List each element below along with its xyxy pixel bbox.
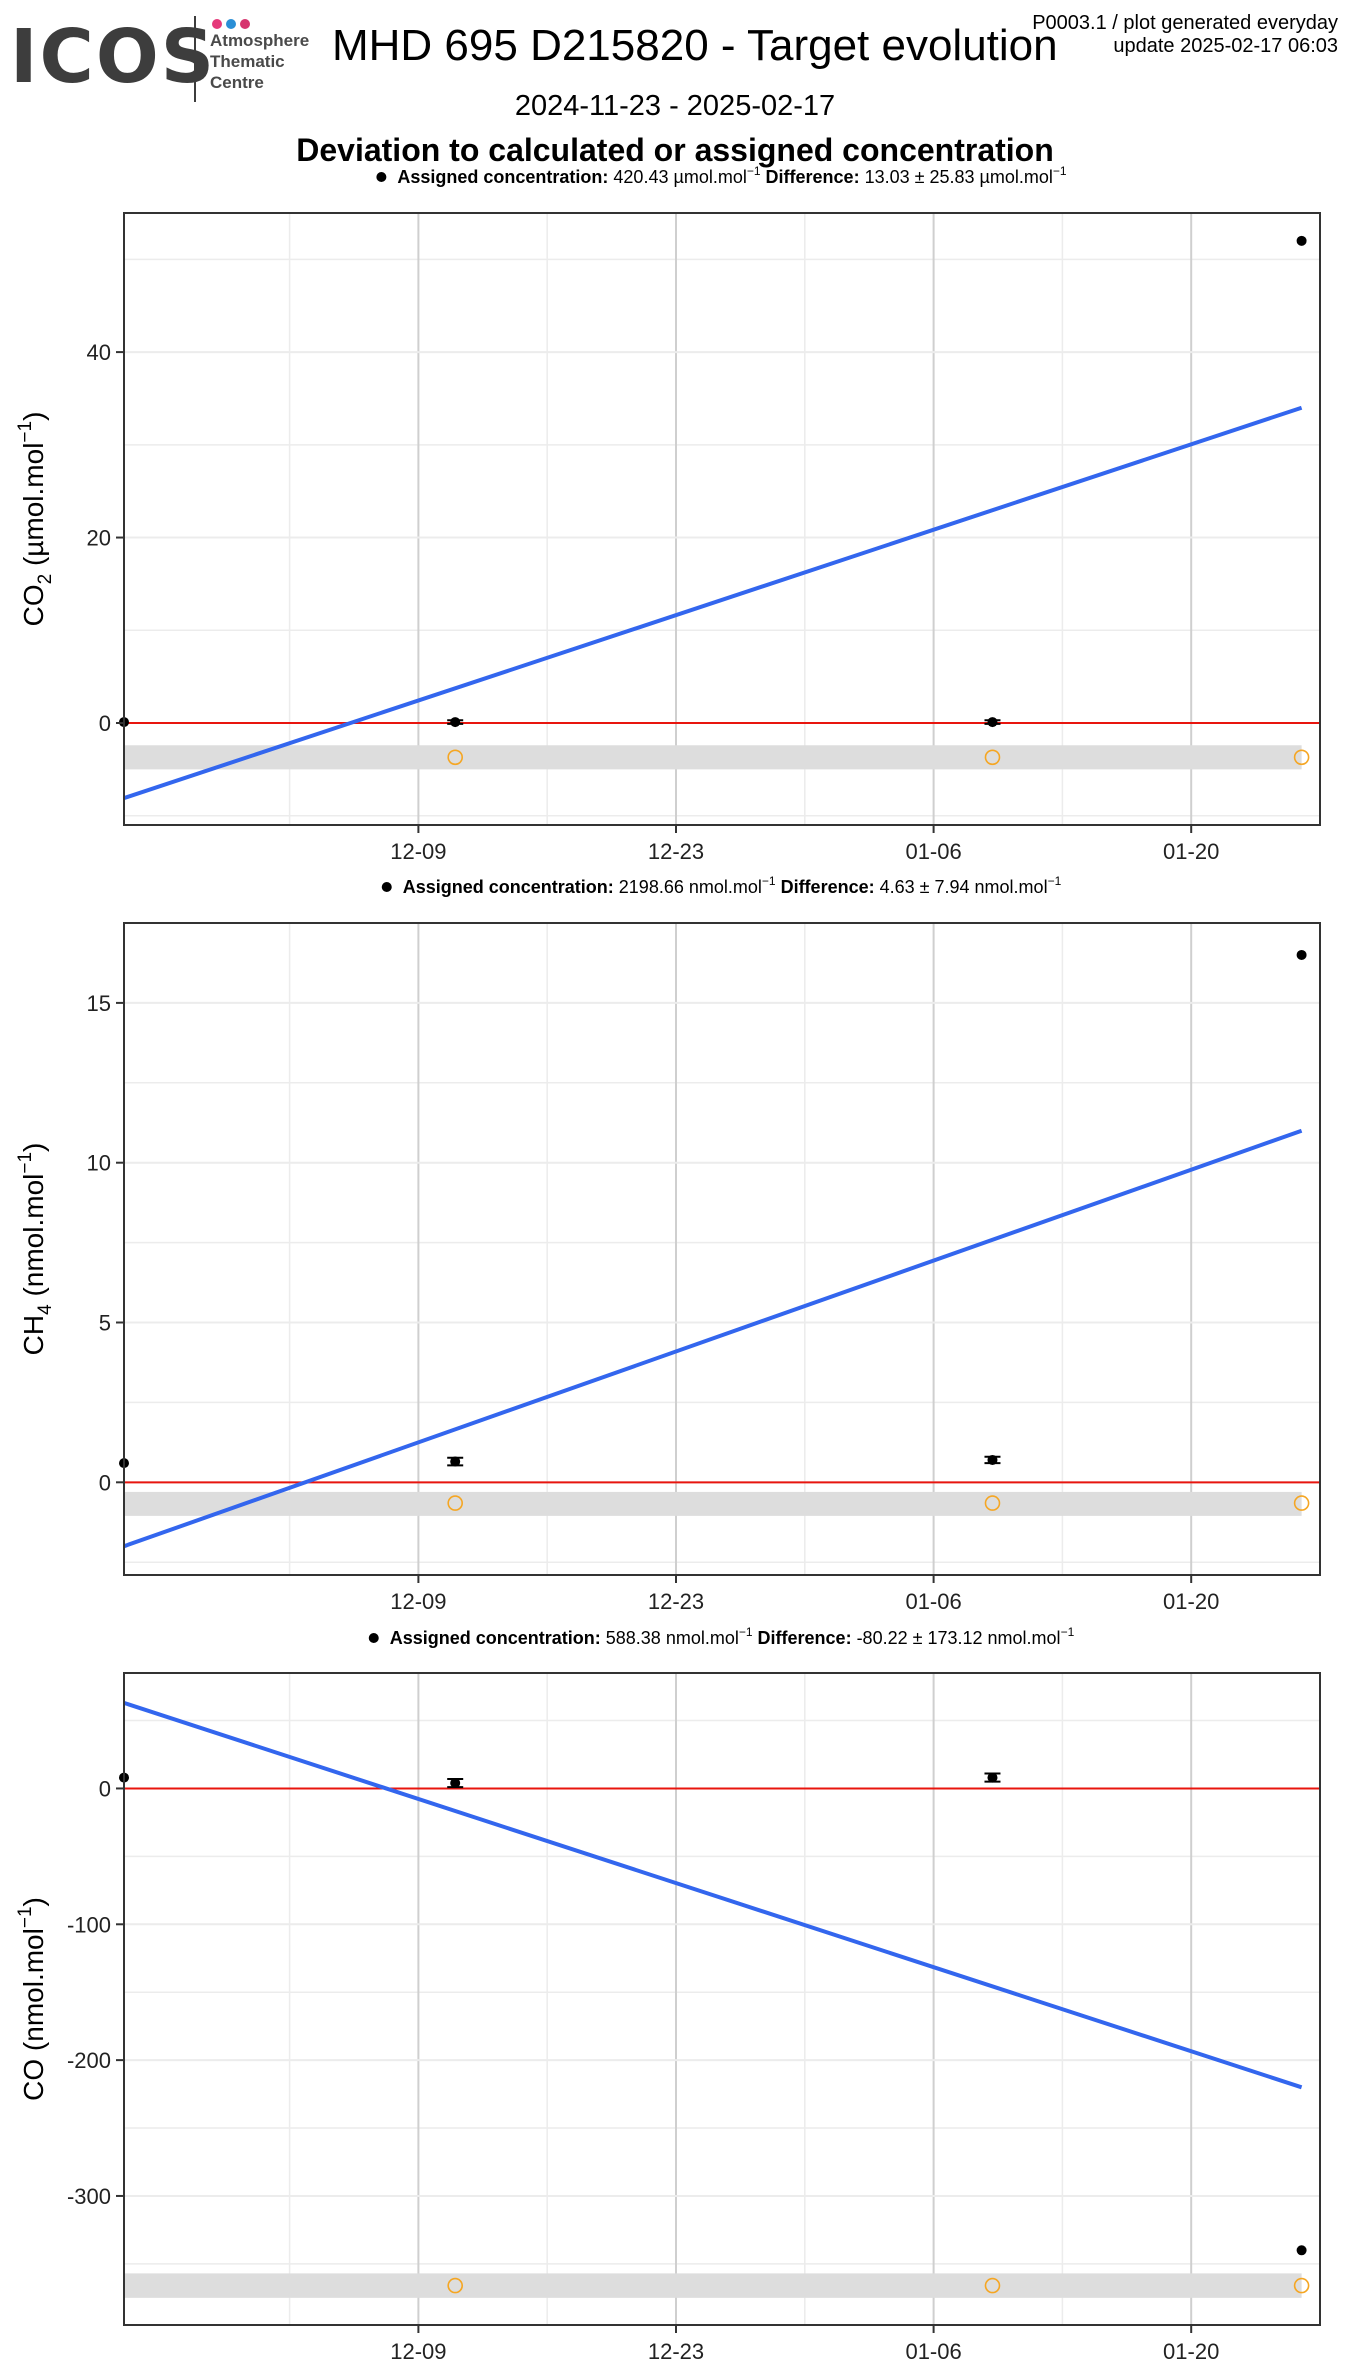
x-tick-label: 12-09	[390, 1589, 446, 1614]
chart-panel-co: 0 -100 -200 -300 12-09 12-23 01-06 01-20 CO (nmo…	[15, 1625, 1321, 2364]
open-circle-point	[1293, 2277, 1310, 2294]
chart-subtitle: Deviation to calculated or assigned conc…	[296, 132, 1054, 168]
panel-legend: Assigned concentration: 2198.66 nmol.mol…	[381, 874, 1062, 897]
logo-dot-3	[240, 19, 250, 29]
open-circle-point	[447, 2277, 464, 2294]
data-point	[987, 1454, 998, 1465]
open-circle-point	[984, 1495, 1001, 1511]
logo-line-2: Thematic	[210, 52, 285, 71]
logo-dot-1	[212, 19, 222, 29]
x-tick-label: 12-23	[648, 1589, 704, 1614]
legend-marker	[376, 172, 387, 182]
y-axis-label: CH4 (nmol.mol−1)	[15, 1143, 56, 1356]
x-tick-label: 01-06	[905, 1589, 961, 1614]
data-point	[1296, 235, 1307, 246]
x-tick-label: 01-06	[905, 839, 961, 864]
x-tick-label: 01-20	[1163, 1589, 1219, 1614]
legend-marker	[381, 882, 392, 892]
logo-line-3: Centre	[210, 73, 264, 92]
open-circle-point	[984, 2277, 1001, 2294]
chart-panel-co2: 0 20 40 12-09 12-23 01-06 01-20 CO2 (µmol.mol−1…	[15, 164, 1321, 864]
data-point	[450, 1778, 461, 1789]
data-point	[1296, 949, 1307, 960]
legend-text: Assigned concentration: 588.38 nmol.mol−…	[390, 1625, 1075, 1648]
y-axis-label: CO (nmol.mol−1)	[15, 1897, 49, 2101]
trend-line	[123, 1700, 1303, 2090]
legend-marker	[368, 1633, 379, 1643]
y-tick-label: 40	[87, 340, 111, 365]
plot-frame	[123, 1672, 1321, 2326]
x-tick-label: 12-23	[648, 839, 704, 864]
logo-tagline: Atmosphere Thematic Centre	[210, 30, 309, 93]
y-tick-label: 20	[87, 526, 111, 551]
data-point	[987, 1772, 998, 1783]
open-circle-point	[984, 749, 1001, 766]
legend-text: Assigned concentration: 420.43 µmol.mol−…	[397, 164, 1067, 187]
x-tick-label: 01-20	[1163, 2339, 1219, 2364]
page-title: MHD 695 D215820 - Target evolution	[332, 21, 1058, 70]
plot-id: P0003.1 / plot generated everyday	[1032, 12, 1338, 34]
y-tick-label: 10	[87, 1151, 111, 1176]
open-circle-point	[447, 749, 464, 766]
reference-band	[124, 1491, 1302, 1516]
chart-panel-ch4: 0 5 10 15 12-09 12-23 01-06 01-20 CH4 (nmol.mol−…	[15, 874, 1321, 1614]
logo-line-1: Atmosphere	[210, 31, 310, 50]
x-tick-label: 01-06	[905, 2339, 961, 2364]
header: ICOS Atmosphere Thematic Centre MHD 695 …	[0, 0, 1350, 190]
open-circle-point	[1293, 749, 1310, 766]
date-range: 2024-11-23 - 2025-02-17	[514, 90, 836, 122]
logo-wordmark: ICOS	[10, 14, 217, 100]
y-tick-label: 0	[99, 711, 111, 736]
y-tick-label: -200	[67, 2048, 111, 2073]
y-tick-label: 0	[99, 1470, 111, 1495]
icos-logo: ICOS Atmosphere Thematic Centre	[10, 14, 320, 104]
reference-band	[124, 2273, 1302, 2298]
y-tick-label: 0	[99, 1776, 111, 1801]
data-point	[450, 1456, 461, 1467]
logo-dots-icon	[212, 16, 254, 34]
update-timestamp: update 2025-02-17 06:03	[1113, 35, 1338, 57]
data-point	[1296, 2245, 1307, 2256]
plot-info: P0003.1 / plot generated everyday update…	[1032, 12, 1338, 58]
logo-dot-2	[226, 19, 236, 29]
panel-legend: Assigned concentration: 588.38 nmol.mol−…	[368, 1625, 1075, 1648]
trend-line	[123, 405, 1303, 801]
open-circle-point	[447, 1495, 464, 1511]
reference-band	[124, 745, 1302, 770]
y-tick-label: -300	[67, 2184, 111, 2209]
y-tick-label: 15	[87, 991, 111, 1016]
y-axis-label: CO2 (µmol.mol−1)	[15, 412, 56, 627]
open-circle-point	[1293, 1495, 1310, 1511]
panel-legend: Assigned concentration: 420.43 µmol.mol−…	[376, 164, 1067, 187]
plot-frame	[123, 922, 1321, 1576]
trend-line	[123, 1128, 1303, 1549]
y-tick-label: 5	[99, 1311, 111, 1336]
plot-frame	[123, 212, 1321, 826]
x-tick-label: 12-09	[390, 2339, 446, 2364]
logo-divider	[194, 16, 196, 102]
data-point	[987, 717, 998, 728]
y-tick-label: -100	[67, 1912, 111, 1937]
legend-text: Assigned concentration: 2198.66 nmol.mol…	[403, 874, 1062, 897]
x-tick-label: 12-23	[648, 2339, 704, 2364]
data-point	[450, 717, 461, 728]
x-tick-label: 01-20	[1163, 839, 1219, 864]
x-tick-label: 12-09	[390, 839, 446, 864]
